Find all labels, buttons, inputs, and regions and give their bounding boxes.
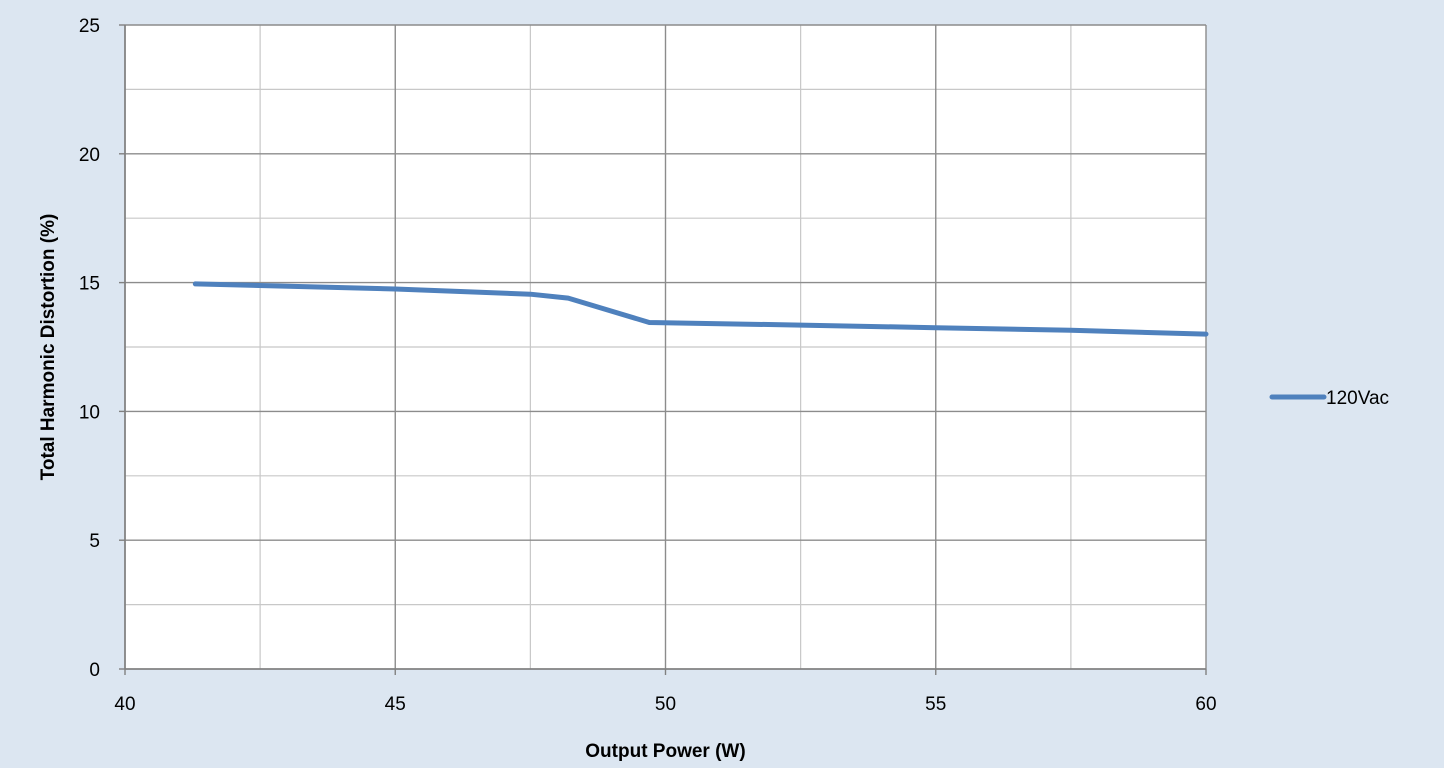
legend-label-120vac: 120Vac — [1326, 388, 1389, 409]
y-tick-label: 15 — [79, 274, 100, 295]
y-tick-label: 10 — [79, 402, 100, 423]
x-tick-label: 45 — [385, 694, 406, 715]
x-tick-label: 60 — [1195, 694, 1216, 715]
y-axis-ticks: 0 5 10 15 20 25 — [79, 16, 125, 681]
x-axis-ticks: 40 45 50 55 60 — [114, 669, 1217, 715]
y-axis-title: Total Harmonic Distortion (%) — [38, 214, 59, 481]
y-tick-label: 20 — [79, 145, 100, 166]
x-tick-label: 50 — [655, 694, 676, 715]
legend: 120Vac — [1269, 388, 1389, 409]
x-tick-label: 55 — [925, 694, 946, 715]
series-line-120vac — [192, 281, 1209, 337]
y-tick-label: 25 — [79, 16, 100, 37]
x-axis-title: Output Power (W) — [585, 741, 745, 762]
x-tick-label: 40 — [114, 694, 135, 715]
y-tick-label: 0 — [89, 660, 100, 681]
series-layer — [192, 281, 1209, 337]
y-tick-label: 5 — [89, 531, 100, 552]
